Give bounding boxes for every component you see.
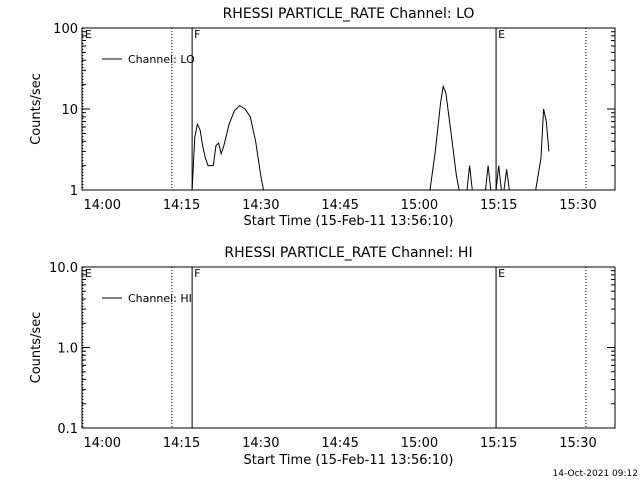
x-tick-label: 14:15	[163, 436, 200, 451]
legend-label: Channel: HI	[128, 292, 192, 305]
footer-timestamp: 14-Oct-2021 09:12	[553, 469, 638, 479]
y-axis-label: Counts/sec	[29, 312, 44, 384]
event-marker-label: E	[85, 28, 92, 41]
legend-label: Channel: LO	[128, 53, 195, 66]
x-tick-label: 15:00	[401, 198, 438, 213]
x-tick-label: 14:15	[163, 198, 200, 213]
x-tick-label: 14:45	[321, 436, 358, 451]
y-tick-label: 1.0	[57, 342, 78, 357]
series-line	[191, 104, 264, 191]
event-marker-label: F	[194, 28, 200, 41]
series-line	[485, 165, 492, 191]
event-marker-label: E	[498, 267, 505, 280]
series-line	[495, 165, 502, 191]
series-line	[535, 108, 550, 191]
series-line	[429, 84, 460, 191]
chart-title: RHESSI PARTICLE_RATE Channel: LO	[223, 6, 475, 22]
x-axis-label: Start Time (15-Feb-11 13:56:10)	[244, 453, 454, 468]
y-tick-label: 100	[53, 22, 78, 37]
panel-lo: RHESSI PARTICLE_RATE Channel: LO 14:00 14:…	[29, 6, 616, 229]
event-marker-label: F	[194, 267, 200, 280]
x-tick-label: 14:00	[84, 436, 121, 451]
x-tick-label: 15:15	[480, 436, 517, 451]
series-line	[466, 165, 473, 191]
x-tick-label: 15:30	[559, 436, 596, 451]
x-tick-label: 14:45	[321, 198, 358, 213]
chart-title: RHESSI PARTICLE_RATE Channel: HI	[224, 245, 472, 261]
event-marker-label: E	[85, 267, 92, 280]
y-tick-label: 1	[70, 184, 78, 199]
x-axis-label: Start Time (15-Feb-11 13:56:10)	[244, 214, 454, 229]
x-tick-label: 14:00	[84, 198, 121, 213]
y-tick-label: 10.0	[49, 261, 78, 276]
x-tick-label: 15:00	[401, 436, 438, 451]
x-tick-label: 14:30	[242, 198, 279, 213]
y-axis-label: Counts/sec	[29, 73, 44, 145]
event-marker-label: E	[498, 28, 505, 41]
series-line	[503, 169, 510, 191]
x-tick-label: 15:15	[480, 198, 517, 213]
x-tick-label: 14:30	[242, 436, 279, 451]
panel-hi: RHESSI PARTICLE_RATE Channel: HI 14:00 14:…	[29, 245, 616, 468]
y-tick-label: 10	[61, 103, 78, 118]
y-tick-label: 0.1	[57, 422, 78, 437]
x-tick-label: 15:30	[559, 198, 596, 213]
